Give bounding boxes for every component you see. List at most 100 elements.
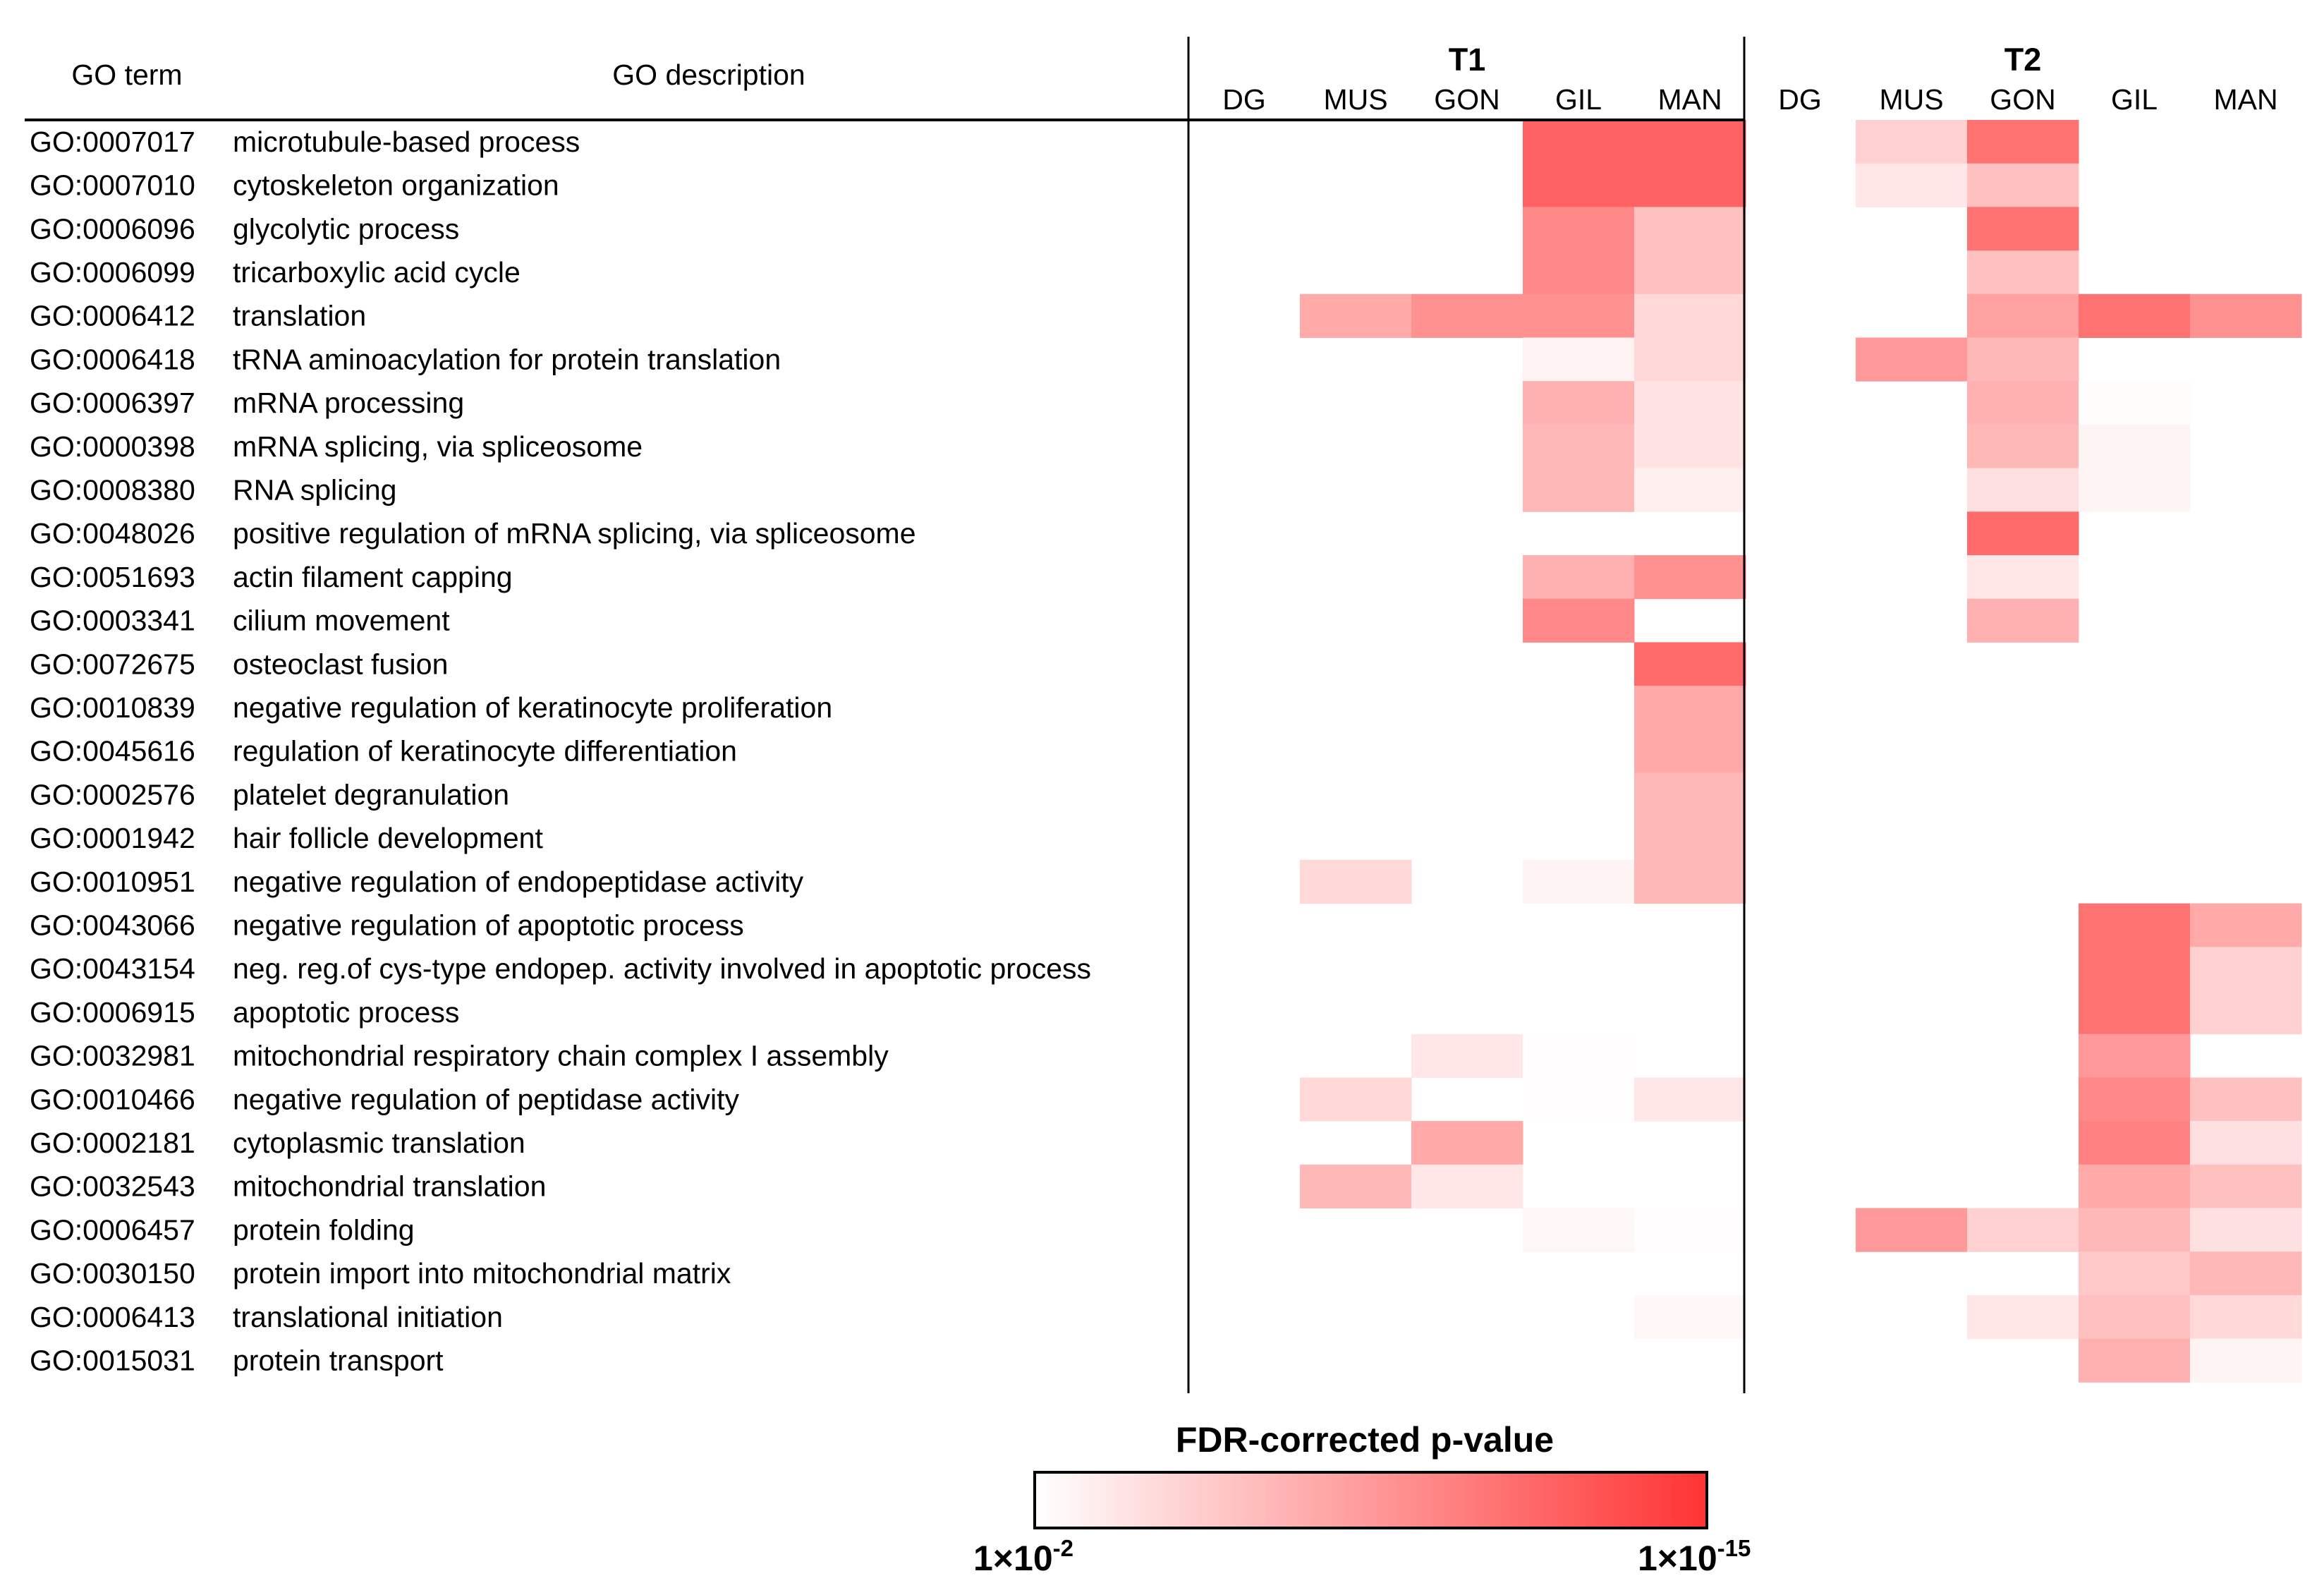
heatmap-cell [1967, 598, 2079, 643]
column-headers: DG MUS GON GIL MAN DG MUS GON GIL MAN [1222, 83, 2277, 116]
heatmap-cell [1634, 859, 1746, 904]
heatmap-cell [1523, 337, 1635, 382]
row-go-term: GO:0010951 [30, 866, 195, 898]
heatmap-cell [2190, 990, 2302, 1035]
heatmap-cell [1967, 293, 2079, 338]
row-go-term: GO:0002576 [30, 778, 195, 811]
column-label-t2-gon: GON [1990, 83, 2055, 116]
heatmap-cell [1856, 163, 1968, 207]
heatmap-cell [1523, 1077, 1635, 1122]
row-go-description: negative regulation of keratinocyte prol… [233, 691, 832, 724]
heatmap-cell [1967, 1294, 2079, 1340]
group-label-t2: T2 [2004, 42, 2042, 78]
heatmap-cell [1856, 337, 1968, 382]
heatmap-cell [1523, 1033, 1635, 1078]
row-go-term: GO:0007017 [30, 126, 195, 158]
row-go-term: GO:0043066 [30, 909, 195, 941]
heatmap-cell [1634, 293, 1746, 338]
heatmap-cell [1300, 1077, 1412, 1122]
row-go-term: GO:0006915 [30, 996, 195, 1029]
heatmap-cell [2190, 1208, 2302, 1252]
column-label-t2-man: MAN [2213, 83, 2277, 116]
heatmap-cell [1634, 772, 1746, 817]
row-go-description: translation [233, 300, 366, 332]
heatmap-cell [1523, 120, 1635, 164]
heatmap-cell [1634, 381, 1746, 425]
row-go-term: GO:0032981 [30, 1040, 195, 1072]
row-go-term: GO:0007010 [30, 169, 195, 202]
heatmap-cell [2190, 1121, 2302, 1165]
heatmap-cell [1967, 250, 2079, 295]
row-go-term: GO:0008380 [30, 473, 195, 506]
row-go-description: RNA splicing [233, 473, 396, 506]
heatmap-cell [1634, 1294, 1746, 1340]
row-go-description: tricarboxylic acid cycle [233, 256, 521, 289]
heatmap-cell [2190, 1251, 2302, 1296]
column-label-t2-dg: DG [1778, 83, 1822, 116]
colorbar [1033, 1471, 1708, 1529]
heatmap-cell [1856, 1208, 1968, 1252]
heatmap-cell [1634, 250, 1746, 295]
heatmap-cell [1523, 468, 1635, 512]
heatmap-cell [1411, 1121, 1523, 1165]
colorbar-low-base: 1×10 [973, 1539, 1053, 1578]
heatmap-cell [2190, 1164, 2302, 1208]
row-go-term: GO:0006457 [30, 1213, 195, 1246]
column-label-t1-gil: GIL [1555, 83, 1602, 116]
row-go-term: GO:0045616 [30, 735, 195, 768]
column-label-t1-man: MAN [1657, 83, 1722, 116]
row-go-term: GO:0006418 [30, 343, 195, 375]
row-go-term: GO:0072675 [30, 648, 195, 680]
row-go-description: cytoskeleton organization [233, 169, 559, 202]
row-go-description: apoptotic process [233, 996, 459, 1029]
row-go-description: mRNA splicing, via spliceosome [233, 430, 643, 463]
heatmap-cell [2079, 1338, 2191, 1383]
heatmap-cell [2079, 903, 2191, 947]
row-go-description: tRNA aminoacylation for protein translat… [233, 343, 781, 375]
heatmap-cell [2079, 381, 2191, 425]
row-go-description: mitochondrial respiratory chain complex … [233, 1040, 889, 1072]
heatmap-cell [2079, 468, 2191, 512]
row-go-description: glycolytic process [233, 212, 459, 245]
row-go-description: translational initiation [233, 1301, 503, 1333]
heatmap-cell [1523, 859, 1635, 904]
heatmap-cell [1634, 120, 1746, 164]
row-go-term: GO:0001942 [30, 822, 195, 854]
heatmap-cell [1300, 293, 1412, 338]
row-go-term: GO:0006096 [30, 212, 195, 245]
heatmap-cell [1634, 555, 1746, 600]
heatmap-cell [1523, 163, 1635, 207]
header-go-term: GO term [71, 59, 182, 91]
heatmap-cell [2190, 293, 2302, 338]
row-go-term: GO:0006397 [30, 387, 195, 419]
heatmap-cell [2079, 1208, 2191, 1252]
heatmap-cell [1634, 424, 1746, 469]
heatmap-cell [1634, 163, 1746, 207]
column-label-t1-mus: MUS [1323, 83, 1387, 116]
heatmap-cell [2079, 293, 2191, 338]
row-go-term: GO:0030150 [30, 1257, 195, 1290]
heatmap-cell [1967, 555, 2079, 600]
row-labels: GO:0007017 microtubule-based process GO:00… [30, 126, 1091, 1377]
row-go-term: GO:0015031 [30, 1344, 195, 1376]
row-go-term: GO:0006413 [30, 1301, 195, 1333]
colorbar-title: FDR-corrected p-value [1176, 1420, 1554, 1460]
heatmap-cell [2079, 990, 2191, 1035]
heatmap-cell [1967, 207, 2079, 251]
row-go-description: microtubule-based process [233, 126, 580, 158]
row-go-description: platelet degranulation [233, 778, 509, 811]
row-go-description: negative regulation of apoptotic process [233, 909, 744, 941]
column-label-t2-gil: GIL [2111, 83, 2158, 116]
heatmap-cell [1523, 598, 1635, 643]
heatmap-cell [1856, 120, 1968, 164]
row-go-description: protein transport [233, 1344, 444, 1376]
heatmap-cell [2190, 1338, 2302, 1383]
heatmap-cell [1523, 381, 1635, 425]
column-label-t1-dg: DG [1222, 83, 1266, 116]
heatmap-cell [2079, 1251, 2191, 1296]
heatmap-cell [2079, 947, 2191, 991]
heatmap-cell [1634, 686, 1746, 730]
heatmap-cell [1411, 1164, 1523, 1208]
colorbar-low-exponent: -2 [1053, 1535, 1073, 1561]
